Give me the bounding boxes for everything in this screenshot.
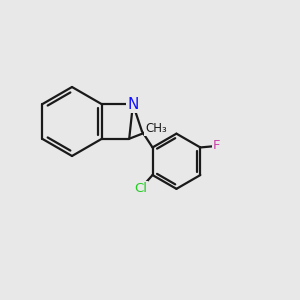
Text: CH₃: CH₃ (145, 122, 167, 135)
Text: N: N (127, 97, 139, 112)
Text: F: F (213, 140, 220, 152)
Text: Cl: Cl (134, 182, 147, 195)
